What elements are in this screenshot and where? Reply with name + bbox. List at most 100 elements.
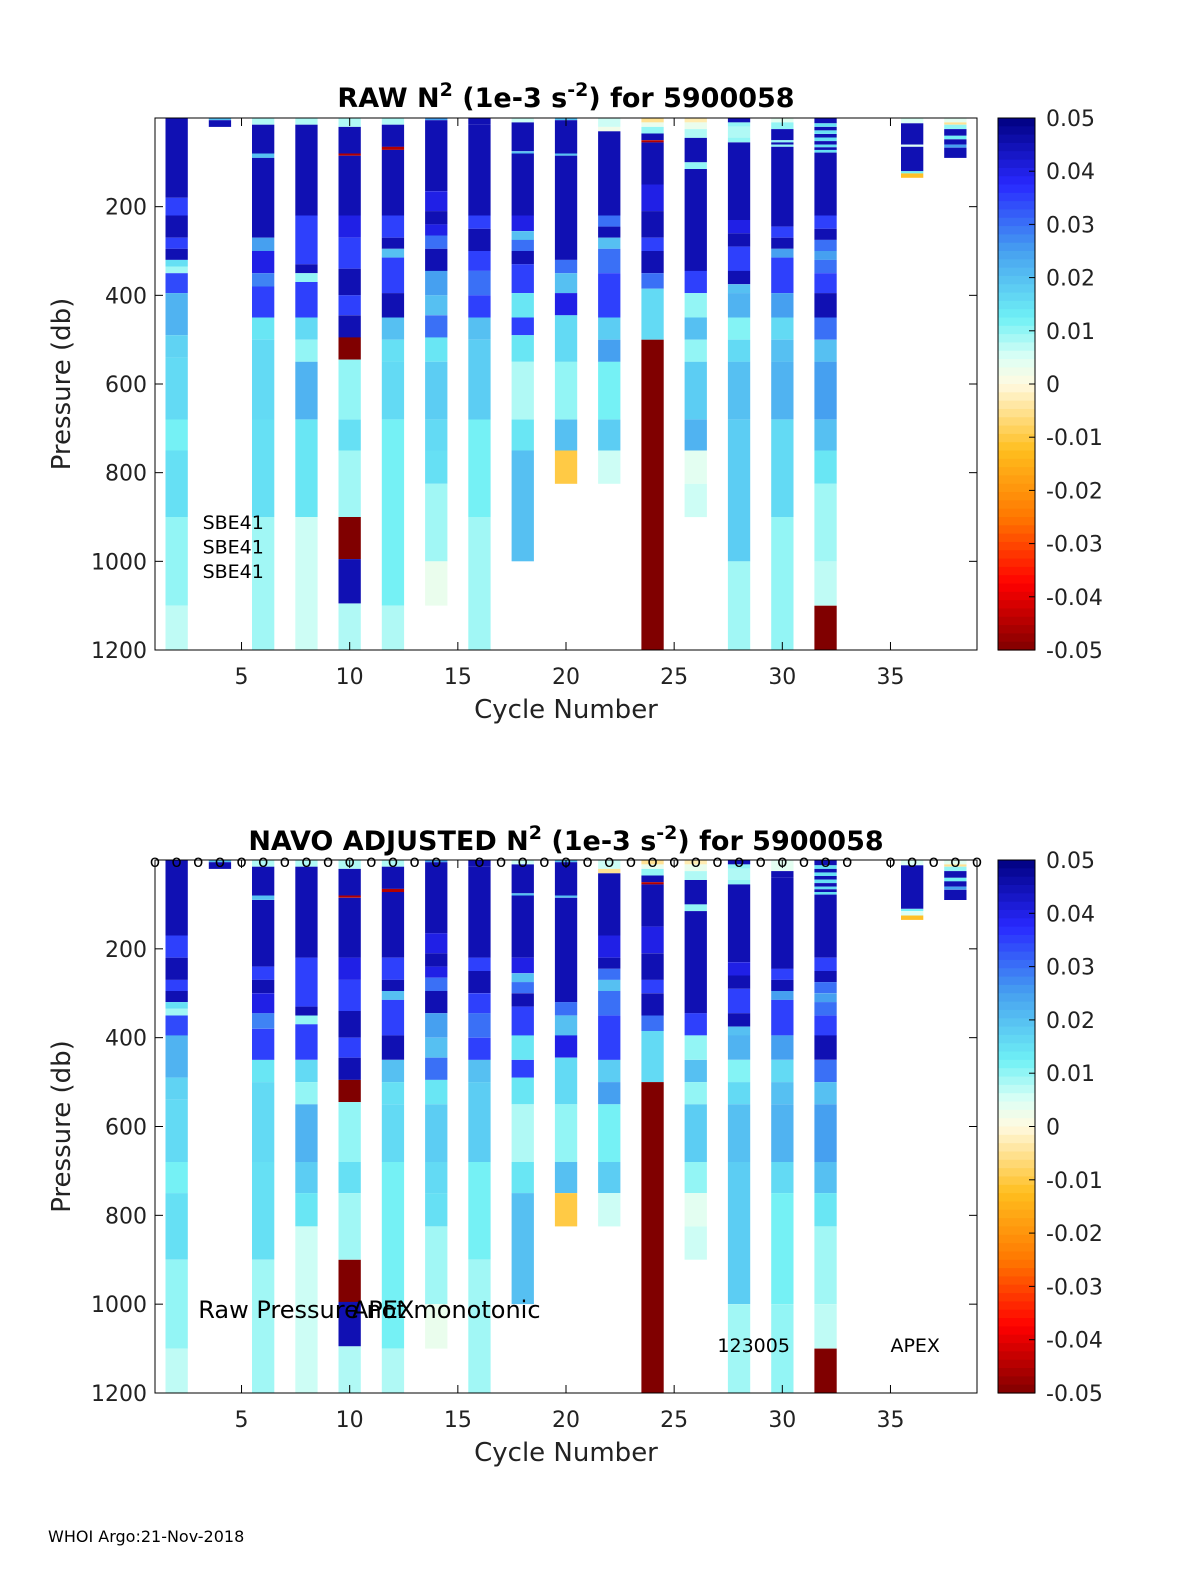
heatmap-cell — [727, 126, 751, 138]
profile-cycle-24 — [641, 860, 664, 1393]
cycle-marker: o — [344, 852, 354, 872]
colorbar-step — [998, 433, 1035, 443]
heatmap-cell — [165, 1259, 188, 1349]
colorbar-step — [998, 359, 1035, 368]
profile-cycle-28 — [727, 118, 751, 650]
heatmap-cell — [425, 450, 448, 484]
heatmap-cell — [771, 339, 794, 362]
colorbar-step — [998, 1168, 1035, 1178]
heatmap-cell — [598, 215, 621, 227]
heatmap-cell — [554, 315, 578, 362]
title-superscript: -2 — [567, 79, 588, 101]
heatmap-cell — [338, 315, 361, 338]
profile-cycle-8 — [295, 860, 318, 1393]
heatmap-cell — [425, 862, 448, 934]
heatmap-cell — [554, 1162, 578, 1194]
heatmap-cell — [771, 226, 794, 238]
heatmap-cell — [252, 993, 275, 1014]
heatmap-cell — [727, 884, 751, 963]
heatmap-cell — [338, 126, 361, 154]
heatmap-cell — [944, 866, 967, 872]
profile-cycle-6 — [252, 860, 275, 1394]
heatmap-cell — [944, 860, 967, 865]
chart-title: NAVO ADJUSTED N2 (1e-3 s-2) for 5900058 — [248, 822, 883, 857]
heatmap-cell — [727, 1059, 751, 1083]
heatmap-cell — [295, 1193, 318, 1227]
heatmap-cell — [641, 1082, 664, 1393]
heatmap-cell — [771, 877, 794, 969]
heatmap-cell — [165, 1035, 188, 1078]
heatmap-cell — [684, 339, 707, 362]
y-tick-label: 1000 — [91, 1293, 147, 1318]
heatmap-cell — [338, 559, 361, 604]
x-tick-label: 5 — [235, 1408, 249, 1433]
heatmap-cell — [295, 517, 318, 650]
heatmap-cell — [598, 1059, 621, 1083]
heatmap-cell — [641, 926, 664, 954]
heatmap-cell — [511, 317, 534, 336]
heatmap-cell — [468, 1162, 491, 1260]
colorbar-tick-label: 0.03 — [1046, 956, 1095, 981]
heatmap-cell — [425, 1037, 448, 1058]
cycle-marker: o — [972, 852, 982, 872]
heatmap-cell — [641, 882, 664, 885]
colorbar-step — [998, 1359, 1035, 1369]
heatmap-cell — [468, 860, 491, 867]
colorbar-step — [998, 1126, 1035, 1136]
heatmap-cell — [425, 361, 448, 420]
profile-cycle-36 — [901, 118, 924, 178]
heatmap-cell — [598, 968, 621, 980]
colorbar-tick-label: -0.02 — [1046, 479, 1103, 504]
heatmap-cell — [901, 173, 924, 178]
heatmap-cell — [727, 1035, 751, 1060]
heatmap-cell — [641, 142, 664, 185]
colorbar-tick-label: -0.01 — [1046, 426, 1103, 451]
heatmap-cell — [684, 162, 707, 169]
colorbar-step — [998, 575, 1035, 585]
heatmap-cell — [814, 317, 837, 340]
colorbar-step — [998, 525, 1035, 535]
heatmap-cell — [338, 1057, 361, 1080]
x-tick-label: 10 — [336, 665, 364, 690]
heatmap-cell — [425, 1304, 448, 1349]
heatmap-cell — [598, 873, 621, 936]
heatmap-cell — [511, 239, 534, 251]
heatmap-cell — [295, 124, 318, 216]
colorbar-step — [998, 1334, 1035, 1344]
heatmap-cell — [727, 1162, 751, 1305]
heatmap-cell — [641, 273, 664, 289]
heatmap-cell — [814, 860, 837, 866]
heatmap-cell — [338, 155, 361, 216]
profile-cycle-12 — [381, 118, 405, 650]
heatmap-cell — [814, 865, 837, 869]
title-part: NAVO ADJUSTED N — [248, 826, 528, 857]
x-tick-label: 35 — [876, 665, 904, 690]
heatmap-cell — [338, 295, 361, 316]
heatmap-cell — [901, 915, 924, 920]
heatmap-cell — [944, 118, 967, 123]
heatmap-cell — [814, 868, 837, 873]
heatmap-cell — [468, 1037, 491, 1060]
profile-cycle-6 — [252, 118, 275, 650]
colorbar-step — [998, 342, 1035, 352]
heatmap-cell — [338, 1193, 361, 1260]
heatmap-cell — [425, 315, 448, 338]
heatmap-cell — [727, 1026, 751, 1036]
heatmap-cell — [295, 1162, 318, 1194]
colorbar-step — [998, 1176, 1035, 1186]
heatmap-cell — [814, 1059, 837, 1083]
heatmap-cell — [814, 149, 837, 153]
heatmap-cell — [727, 975, 751, 989]
colorbar-step — [998, 192, 1035, 202]
heatmap-cell — [425, 991, 448, 1014]
x-tick-label: 20 — [552, 665, 580, 690]
heatmap-cell — [295, 339, 318, 362]
profile-cycle-20 — [554, 860, 578, 1227]
heatmap-cell — [425, 1013, 448, 1038]
colorbar-step — [998, 1301, 1035, 1311]
heatmap-cell — [771, 248, 794, 258]
y-tick-label: 1200 — [91, 639, 147, 664]
heatmap-cell — [814, 993, 837, 1003]
heatmap-cell — [425, 860, 448, 863]
heatmap-cell — [252, 1259, 275, 1394]
